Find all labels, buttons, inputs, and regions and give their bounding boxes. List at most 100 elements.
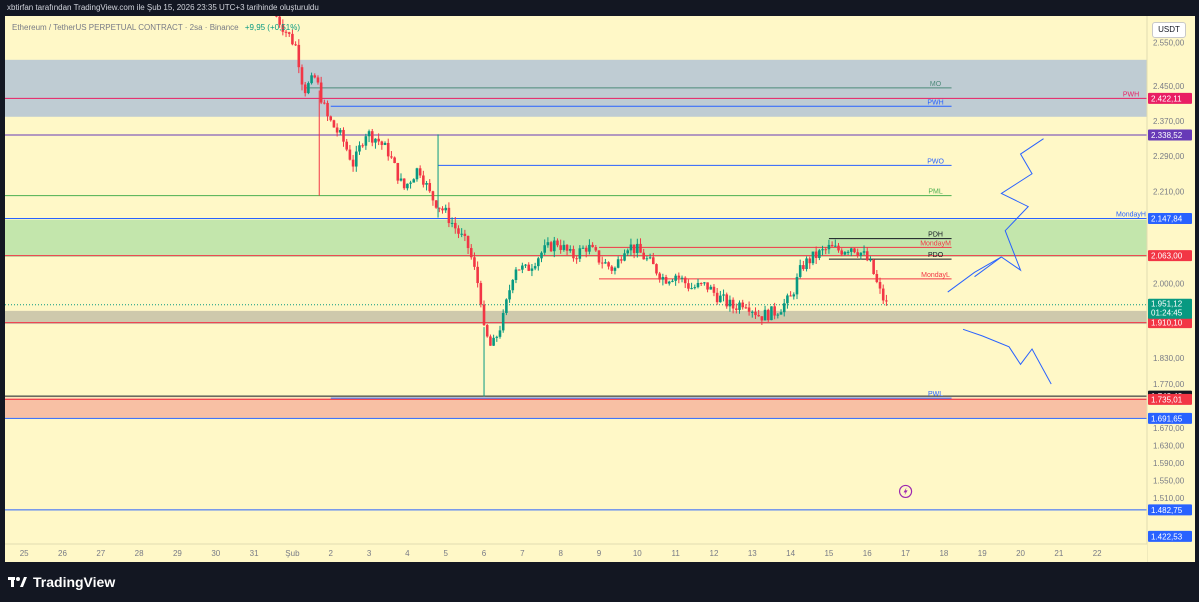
candle-body[interactable] (434, 200, 438, 208)
candle-body[interactable] (530, 268, 534, 271)
candle-body[interactable] (495, 336, 499, 338)
candle-body[interactable] (505, 299, 508, 313)
candle-body[interactable] (795, 276, 799, 295)
candle-body[interactable] (731, 299, 735, 309)
candle-body[interactable] (824, 249, 828, 251)
candle-body[interactable] (463, 233, 467, 236)
candle-body[interactable] (473, 257, 476, 267)
candle-body[interactable] (872, 259, 875, 275)
candle-body[interactable] (818, 250, 821, 258)
candle-body[interactable] (808, 258, 812, 264)
candle-body[interactable] (374, 138, 377, 143)
candle-body[interactable] (438, 207, 441, 209)
candle-body[interactable] (540, 252, 543, 259)
candle-body[interactable] (489, 336, 492, 346)
candle-body[interactable] (604, 262, 607, 264)
candle-body[interactable] (492, 337, 495, 346)
candle-body[interactable] (527, 264, 531, 271)
candle-body[interactable] (696, 282, 700, 288)
candle-body[interactable] (303, 84, 307, 94)
candle-body[interactable] (591, 244, 594, 248)
candle-body[interactable] (853, 248, 856, 253)
candle-body[interactable] (284, 31, 288, 33)
candle-body[interactable] (425, 183, 428, 185)
candle-body[interactable] (728, 299, 732, 307)
candle-body[interactable] (770, 306, 773, 321)
candle-body[interactable] (735, 308, 738, 310)
candle-body[interactable] (636, 243, 639, 253)
candle-body[interactable] (457, 228, 460, 234)
candle-body[interactable] (786, 295, 789, 304)
candle-body[interactable] (674, 275, 677, 281)
candle-body[interactable] (760, 316, 764, 321)
candle-body[interactable] (297, 44, 301, 68)
candle-body[interactable] (814, 251, 818, 258)
candle-body[interactable] (837, 245, 840, 251)
time-axis[interactable] (5, 544, 1147, 562)
candle-body[interactable] (840, 250, 843, 255)
candle-body[interactable] (747, 307, 751, 312)
candle-body[interactable] (667, 281, 671, 284)
candle-body[interactable] (543, 245, 547, 253)
candle-body[interactable] (738, 302, 741, 310)
candle-body[interactable] (846, 251, 850, 253)
candle-body[interactable] (690, 288, 693, 290)
candle-body[interactable] (834, 245, 837, 247)
candle-body[interactable] (377, 138, 380, 142)
candle-body[interactable] (709, 286, 713, 290)
candle-body[interactable] (722, 294, 725, 296)
candle-body[interactable] (310, 75, 313, 84)
candle-body[interactable] (757, 315, 760, 317)
candle-body[interactable] (476, 266, 479, 284)
candle-body[interactable] (339, 129, 342, 133)
candle-body[interactable] (664, 277, 668, 284)
candle-body[interactable] (629, 244, 633, 251)
candle-body[interactable] (511, 279, 515, 291)
candle-body[interactable] (367, 131, 371, 137)
candle-body[interactable] (875, 274, 879, 283)
candle-body[interactable] (482, 304, 486, 326)
candle-body[interactable] (453, 222, 457, 229)
candle-body[interactable] (862, 251, 866, 253)
candle-body[interactable] (687, 283, 690, 289)
candle-body[interactable] (364, 136, 368, 146)
candle-body[interactable] (552, 240, 556, 252)
projection-path-down[interactable] (962, 328, 1052, 385)
candle-body[interactable] (469, 248, 473, 258)
candle-body[interactable] (393, 157, 396, 164)
candle-body[interactable] (351, 159, 355, 167)
candle-body[interactable] (885, 300, 888, 302)
projection-path-up[interactable] (974, 138, 1044, 278)
candle-body[interactable] (537, 258, 540, 267)
candle-body[interactable] (680, 277, 684, 279)
candle-body[interactable] (546, 242, 550, 246)
candle-body[interactable] (291, 33, 294, 45)
candle-body[interactable] (594, 247, 598, 251)
candle-body[interactable] (498, 330, 502, 337)
candle-body[interactable] (517, 269, 521, 271)
candle-body[interactable] (332, 120, 336, 128)
candle-body[interactable] (699, 282, 703, 284)
candle-body[interactable] (431, 191, 435, 201)
candle-body[interactable] (521, 265, 524, 270)
candle-body[interactable] (415, 168, 419, 180)
currency-button[interactable]: USDT (1152, 22, 1186, 38)
candle-body[interactable] (648, 257, 652, 259)
candle-body[interactable] (626, 250, 630, 254)
candle-body[interactable] (642, 252, 645, 260)
candle-body[interactable] (802, 265, 805, 270)
chart-area[interactable]: MO PWH PWH PWO PML MondayH PDH MondayM PDO Monday… (5, 16, 1195, 562)
candle-body[interactable] (386, 142, 390, 157)
candle-body[interactable] (278, 16, 281, 25)
candle-body[interactable] (562, 244, 566, 250)
candle-body[interactable] (361, 145, 364, 147)
candle-body[interactable] (568, 249, 572, 251)
candle-body[interactable] (805, 258, 808, 270)
candle-body[interactable] (741, 302, 744, 308)
candle-body[interactable] (677, 275, 681, 278)
candle-body[interactable] (316, 77, 320, 83)
candle-body[interactable] (869, 259, 872, 261)
candle-body[interactable] (620, 259, 623, 261)
candle-body[interactable] (399, 178, 403, 181)
